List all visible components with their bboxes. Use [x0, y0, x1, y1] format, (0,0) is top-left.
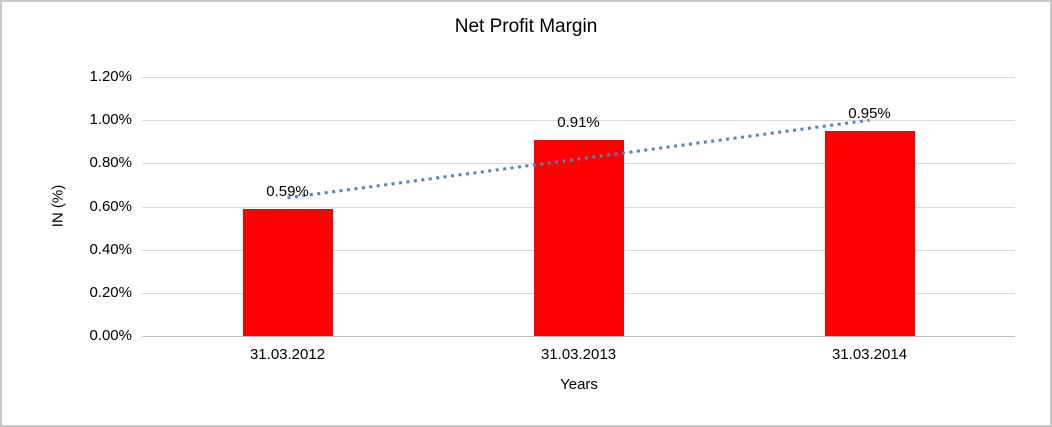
bar-31.03.2012 [242, 208, 333, 336]
y-tick-label: 0.20% [89, 283, 132, 301]
bar-value-label: 0.59% [266, 182, 309, 200]
bar-31.03.2014 [824, 130, 915, 336]
y-tick-label: 1.20% [89, 68, 132, 85]
y-tick-label: 0.00% [89, 327, 132, 344]
horizontal-gridline [142, 77, 1015, 78]
bar-value-label: 0.95% [848, 104, 891, 122]
x-tick-label: 31.03.2012 [249, 346, 326, 363]
x-tick-label: 31.03.2014 [831, 346, 908, 363]
y-tick-label: 0.80% [89, 154, 132, 172]
y-tick-label: 1.00% [89, 111, 132, 129]
x-axis-title: Years [560, 376, 598, 393]
x-tick-label: 31.03.2013 [540, 346, 617, 363]
y-axis-title: IN (%) [49, 184, 67, 228]
x-axis-line [142, 336, 1015, 337]
bar-31.03.2013 [533, 139, 624, 336]
bar-value-label: 0.91% [557, 113, 600, 131]
y-tick-label: 0.40% [89, 240, 132, 258]
y-tick-label: 0.60% [89, 197, 132, 215]
chart-title: Net Profit Margin [454, 16, 598, 37]
